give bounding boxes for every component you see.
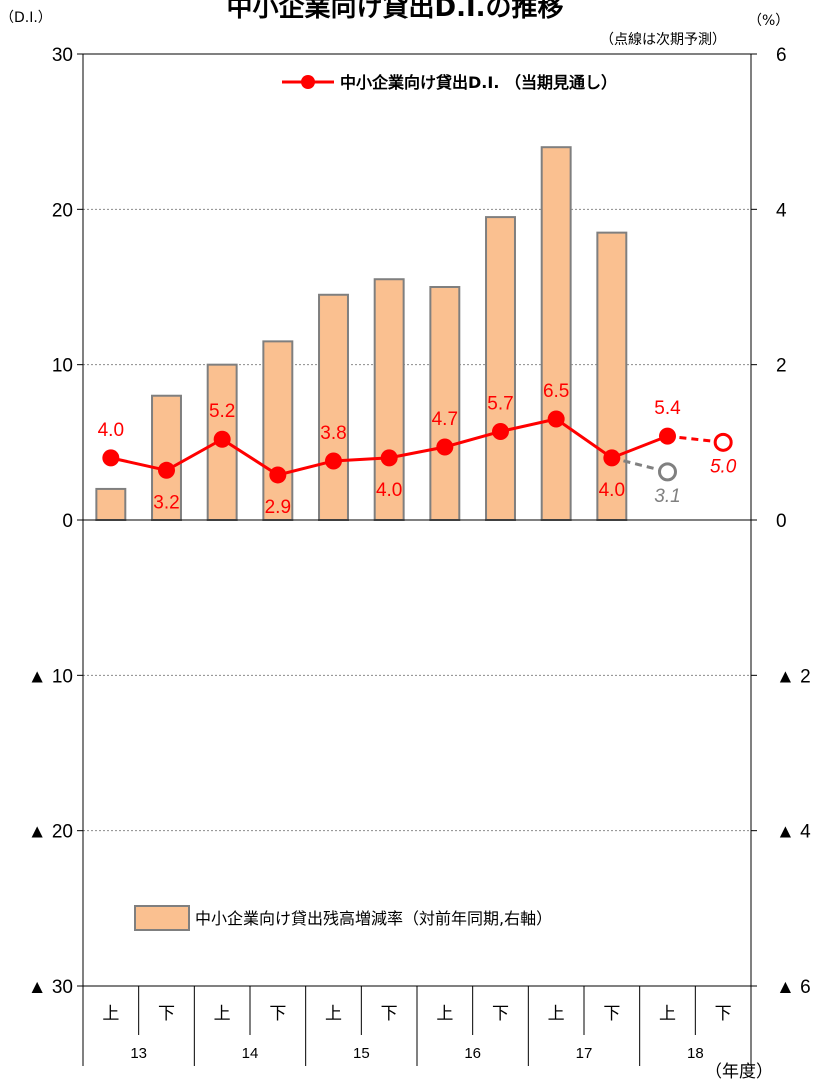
line-data-label: 3.8 xyxy=(320,423,346,444)
x-category-label: 上 xyxy=(436,1004,453,1024)
forecast-point xyxy=(713,432,733,452)
x-axis: 上 下 上 下 上 下 上 下 上 下 上 下 13 14 15 16 17 18 xyxy=(82,986,752,1066)
line-data-label: 4.7 xyxy=(432,409,458,430)
line-point xyxy=(659,427,676,445)
x-year-label: 17 xyxy=(576,1045,593,1062)
line-data-label: 2.9 xyxy=(265,497,291,518)
x-year-label: 14 xyxy=(242,1045,259,1062)
line-point xyxy=(213,430,231,448)
forecast-note: （点線は次期予測） xyxy=(600,32,726,48)
forecast-line xyxy=(667,434,724,444)
x-category-label: 上 xyxy=(548,1004,565,1024)
line-point xyxy=(325,452,342,470)
left-tick-label: 0 xyxy=(62,511,73,532)
right-tick-label: ▲ 6 xyxy=(776,977,811,998)
line-point xyxy=(158,461,175,479)
legend-line-marker xyxy=(301,75,315,89)
bar xyxy=(373,278,405,521)
line-point xyxy=(380,449,398,467)
left-tick-label: ▲ 30 xyxy=(28,977,73,998)
line-data-label: 5.7 xyxy=(487,393,513,414)
bar xyxy=(485,216,516,521)
legend-line-label: 中小企業向け貸出D.I. （当期見通し） xyxy=(340,73,617,92)
line-data-label: 5.4 xyxy=(654,398,681,419)
x-category-label: 下 xyxy=(492,1004,509,1024)
x-category-label: 上 xyxy=(102,1004,119,1024)
x-year-label: 16 xyxy=(464,1045,481,1062)
x-year-label: 18 xyxy=(687,1045,704,1062)
legend-bar: 中小企業向け貸出残高増減率（対前年同期,右軸） xyxy=(134,905,552,931)
x-category-label: 上 xyxy=(214,1004,231,1024)
left-tick-label: ▲ 20 xyxy=(28,822,73,843)
line-point xyxy=(547,410,565,428)
x-year-label: 15 xyxy=(353,1045,370,1062)
bar xyxy=(262,340,294,521)
right-tick-label: 4 xyxy=(776,200,787,221)
legend-line: 中小企業向け貸出D.I. （当期見通し） xyxy=(282,73,617,92)
line-data-label: 6.5 xyxy=(543,381,569,402)
left-axis-ticks: 30 20 10 0 ▲ 10 ▲ 20 ▲ 30 xyxy=(28,45,83,998)
line-data-label: 5.2 xyxy=(209,401,235,422)
right-tick-label: 6 xyxy=(776,45,787,66)
x-category-label: 上 xyxy=(325,1004,342,1024)
forecast-point xyxy=(658,462,677,482)
line-point xyxy=(436,438,454,456)
line-data-label: 4.0 xyxy=(376,480,402,501)
x-category-label: 下 xyxy=(603,1004,620,1024)
line-data-label: 4.0 xyxy=(599,480,625,501)
chart-title: 中小企業向け貸出D.I.の推移 xyxy=(226,0,563,23)
bar xyxy=(95,487,127,521)
line-data-label: 4.0 xyxy=(98,420,124,441)
line-point xyxy=(102,449,120,467)
bar xyxy=(318,293,349,521)
right-axis-unit-label: （%） xyxy=(748,13,789,29)
right-axis-ticks: 6 4 2 0 ▲ 2 ▲ 4 ▲ 6 xyxy=(751,45,811,998)
x-category-label: 下 xyxy=(715,1004,732,1024)
right-tick-label: ▲ 2 xyxy=(776,666,811,687)
x-category-label: 下 xyxy=(158,1004,175,1024)
x-year-label: 13 xyxy=(130,1045,147,1062)
left-tick-label: 10 xyxy=(52,356,73,377)
bar xyxy=(429,286,461,521)
line-data-label: 3.2 xyxy=(153,492,179,513)
grid-lines xyxy=(83,208,751,832)
line-series xyxy=(102,410,733,484)
line-point xyxy=(603,449,621,467)
line-point xyxy=(269,466,287,484)
left-tick-label: 20 xyxy=(52,200,73,221)
x-category-label: 上 xyxy=(659,1004,676,1024)
forecast-data-label: 3.1 xyxy=(654,486,680,507)
left-tick-label: 30 xyxy=(52,45,73,66)
right-tick-label: 0 xyxy=(776,511,787,532)
legend-bar-swatch xyxy=(134,905,190,931)
right-tick-label: 2 xyxy=(776,356,787,377)
x-category-label: 下 xyxy=(269,1004,286,1024)
plot-frame xyxy=(82,53,752,987)
right-tick-label: ▲ 4 xyxy=(776,822,811,843)
left-tick-label: ▲ 10 xyxy=(28,666,73,687)
legend-bar-label: 中小企業向け貸出残高増減率（対前年同期,右軸） xyxy=(195,909,552,928)
x-axis-unit-label: （年度） xyxy=(705,1062,773,1082)
forecast-line xyxy=(611,456,668,474)
forecast-data-label: 5.0 xyxy=(710,456,737,477)
bar xyxy=(540,146,572,521)
bar-series xyxy=(95,146,628,522)
bar xyxy=(596,231,628,521)
line-point xyxy=(492,422,509,440)
data-labels: 5.0 3.1 4.0 3.2 5.2 2.9 3.8 4.0 4.7 5.7 6.5 4.0 5.4 xyxy=(98,381,737,518)
x-category-label: 下 xyxy=(381,1004,398,1024)
left-axis-unit-label: （D.I.） xyxy=(0,10,52,26)
